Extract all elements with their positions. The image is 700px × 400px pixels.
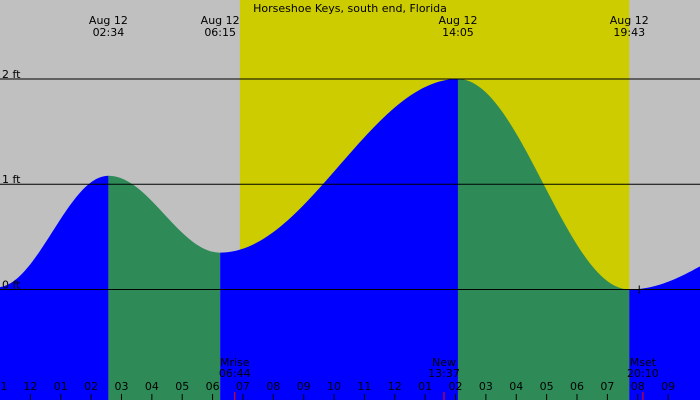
x-tick-label: 04: [145, 380, 159, 393]
moon-event-time: 06:44: [219, 367, 251, 380]
x-tick-label: 09: [661, 380, 675, 393]
x-tick-label: 05: [540, 380, 554, 393]
x-tick-label: 03: [479, 380, 493, 393]
x-tick-label: 07: [600, 380, 614, 393]
tide-area-segment: [0, 175, 109, 400]
hour-axis: 1 12 01 02 03 04 05 06 07 08 09 10 11 12 01 02 03 04 05 06 0…: [1, 380, 675, 400]
tide-extreme-date: Aug 12: [89, 14, 128, 27]
tide-extreme-time: 14:05: [442, 26, 474, 39]
x-tick-label: 04: [509, 380, 523, 393]
tide-area-layer: [0, 78, 700, 400]
tide-area-segment: [220, 78, 458, 400]
tide-extreme-time: 06:15: [204, 26, 236, 39]
moon-event-time: 13:37: [428, 367, 460, 380]
moon-event-name: New: [432, 356, 456, 369]
tide-area-segment: [629, 266, 700, 400]
x-tick-label: 08: [266, 380, 280, 393]
x-tick-label: 10: [327, 380, 341, 393]
moon-event-time: 20:10: [627, 367, 659, 380]
x-tick-label: 03: [114, 380, 128, 393]
x-tick-label-edge: 1: [1, 380, 8, 393]
x-tick-label: 05: [175, 380, 189, 393]
tide-extreme-date: Aug 12: [201, 14, 240, 27]
x-tick-label: 02: [84, 380, 98, 393]
tide-area-segment: [108, 175, 221, 400]
x-tick-label: 09: [297, 380, 311, 393]
x-tick-label: 01: [418, 380, 432, 393]
moon-event-name: Mset: [630, 356, 657, 369]
x-tick-label: 01: [54, 380, 68, 393]
x-tick-label: 11: [357, 380, 371, 393]
tide-extreme-date: Aug 12: [610, 14, 649, 27]
chart-title: Horseshoe Keys, south end, Florida: [253, 2, 447, 15]
moon-event-name: Mrise: [220, 356, 250, 369]
y-tick-label: 1 ft: [2, 173, 21, 186]
x-tick-label: 02: [449, 380, 463, 393]
y-tick-label: 0 ft: [2, 278, 21, 291]
height-gridlines: 2 ft 1 ft 0 ft: [0, 68, 700, 294]
x-tick-label: 08: [631, 380, 645, 393]
y-tick-label: 2 ft: [2, 68, 21, 81]
x-tick-label: 12: [23, 380, 37, 393]
tide-extreme-time: 19:43: [613, 26, 645, 39]
tide-extreme-date: Aug 12: [438, 14, 477, 27]
x-tick-label: 06: [570, 380, 584, 393]
x-tick-label: 06: [206, 380, 220, 393]
tide-area-segment: [457, 78, 630, 400]
x-tick-label: 12: [388, 380, 402, 393]
x-tick-label: 07: [236, 380, 250, 393]
tide-extreme-time: 02:34: [93, 26, 125, 39]
